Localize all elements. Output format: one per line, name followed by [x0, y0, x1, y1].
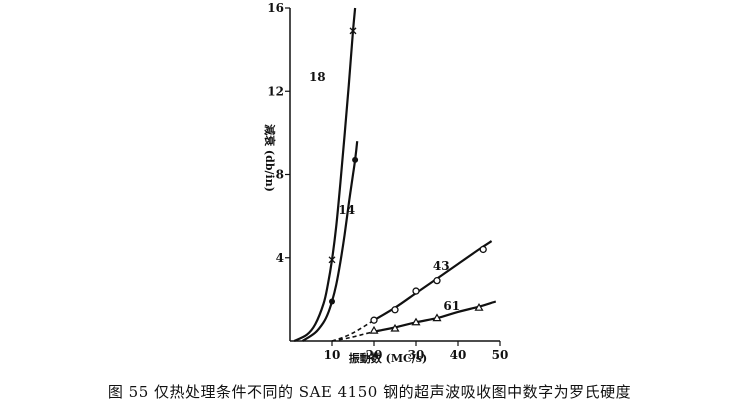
series-14-point	[329, 298, 335, 305]
series-18-line	[293, 7, 357, 343]
series-61-point	[411, 317, 421, 326]
plot-area	[289, 8, 500, 342]
series-43-point	[479, 245, 487, 254]
series-43-point	[370, 316, 378, 324]
series-14-line	[301, 141, 359, 342]
x-axis-label: 振動数 (MC/s)	[349, 351, 427, 365]
figure-caption: 图 55 仅热处理条件不同的 SAE 4150 钢的超声波吸收图中数字为罗氏硬度	[107, 383, 632, 401]
y-axis-title: 減衰 (db/in)	[263, 124, 277, 192]
series-43-dashed-line	[331, 319, 375, 342]
series-43-point	[391, 306, 399, 314]
series-label-14: 14	[338, 203, 355, 217]
series-61-point	[474, 303, 484, 311]
y-ticks: 4 8 12 16	[267, 1, 290, 265]
x-tick-label: 30	[408, 348, 425, 362]
y-tick-label: 4	[276, 251, 284, 265]
x-tick-label: 50	[492, 348, 509, 362]
y-tick-label: 8	[276, 168, 284, 182]
series-14-point	[352, 156, 359, 163]
y-tick-label: 16	[267, 1, 284, 15]
x-tick-label: 10	[324, 348, 341, 362]
series-curves	[293, 7, 497, 343]
series-markers	[328, 27, 487, 334]
series-61-dashed-line	[331, 330, 375, 342]
series-label-61: 61	[443, 299, 460, 313]
x-ticks: 10 20 30 40 50	[324, 341, 509, 362]
series-18-point	[349, 27, 357, 35]
series-label-18: 18	[309, 70, 326, 84]
series-43-point	[433, 276, 441, 285]
series-18-point	[328, 256, 336, 264]
series-61-point	[369, 325, 379, 334]
chart: 4 8 12 16 10 20 30 40 50 18 14 43 61 減衰 (db/in) 振動…	[263, 1, 509, 365]
y-tick-label: 12	[267, 84, 284, 98]
series-labels: 18 14 43 61	[309, 70, 460, 313]
y-axis-label: 減衰 (db/in)	[263, 124, 277, 192]
x-tick-label: 20	[366, 348, 383, 362]
series-61-point	[432, 313, 442, 322]
series-61-point	[390, 323, 400, 332]
x-tick-label: 40	[450, 348, 467, 362]
series-label-43: 43	[433, 259, 450, 273]
series-43-point	[412, 287, 420, 295]
